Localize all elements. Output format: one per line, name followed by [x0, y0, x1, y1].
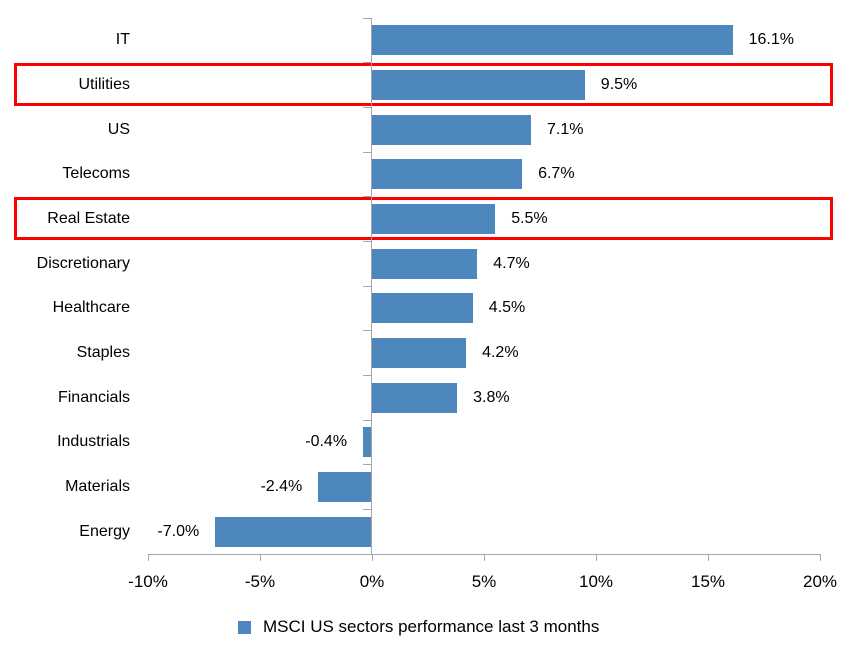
category-axis-tick — [363, 374, 371, 376]
category-axis-tick — [363, 151, 371, 153]
category-label-healthcare: Healthcare — [52, 299, 130, 317]
value-label-energy: -7.0% — [157, 522, 200, 540]
value-axis-tick — [260, 554, 261, 561]
category-label-us: US — [107, 120, 130, 138]
value-axis-tick — [484, 554, 485, 561]
category-axis-tick — [363, 240, 371, 242]
value-label-healthcare: 4.5% — [488, 299, 526, 317]
legend: MSCI US sectors performance last 3 month… — [238, 612, 599, 642]
bar-energy — [215, 516, 372, 547]
category-axis-tick — [363, 285, 371, 287]
bar-healthcare — [372, 293, 473, 324]
value-label-financials: 3.8% — [473, 388, 510, 406]
value-label-real-estate: 5.5% — [511, 210, 548, 227]
x-tick-label-20pct: 20% — [802, 572, 838, 591]
value-label-materials: -2.4% — [260, 478, 303, 495]
x-tick-label-15pct: 15% — [690, 572, 726, 591]
bar-materials — [318, 472, 372, 502]
category-label-financials: Financials — [57, 388, 130, 406]
category-label-industrials: Industrials — [57, 433, 130, 451]
value-label-utilities: 9.5% — [600, 76, 638, 93]
category-axis-tick — [363, 106, 371, 108]
value-axis-tick — [372, 554, 373, 561]
x-tick-label-0pct: 0% — [359, 572, 385, 591]
value-label-telecoms: 6.7% — [538, 165, 575, 183]
bar-discretionary — [372, 248, 478, 279]
category-axis-tick — [363, 464, 371, 466]
category-axis-tick — [363, 62, 371, 64]
category-axis-tick — [363, 508, 371, 510]
value-label-staples: 4.2% — [482, 344, 519, 361]
value-axis-tick — [148, 554, 149, 561]
category-label-discretionary: Discretionary — [36, 254, 130, 272]
bar-staples — [372, 338, 467, 368]
category-axis-line — [371, 18, 372, 554]
legend-label: MSCI US sectors performance last 3 month… — [263, 617, 600, 636]
category-label-materials: Materials — [65, 478, 130, 495]
bar-it — [372, 25, 733, 56]
category-axis-tick — [363, 196, 371, 198]
value-label-discretionary: 4.7% — [493, 254, 530, 272]
bar-financials — [372, 382, 458, 413]
bar-utilities — [372, 70, 585, 100]
category-label-energy: Energy — [79, 522, 130, 540]
bar-industrials — [363, 427, 372, 458]
category-label-staples: Staples — [76, 344, 130, 361]
value-axis-tick — [708, 554, 709, 561]
x-tick-label-10pct: 10% — [578, 572, 614, 591]
x-tick-label-neg5pct: -5% — [244, 572, 276, 591]
x-tick-label-5pct: 5% — [471, 572, 497, 591]
value-label-us: 7.1% — [547, 120, 584, 138]
bar-telecoms — [372, 159, 523, 190]
category-label-real-estate: Real Estate — [47, 210, 130, 227]
bar-us — [372, 114, 532, 145]
x-tick-label-neg10pct: -10% — [128, 572, 168, 591]
category-axis-tick — [363, 419, 371, 421]
highlight-box-real-estate — [14, 197, 833, 241]
category-axis-tick — [363, 330, 371, 332]
legend-marker-icon — [238, 620, 251, 634]
value-label-industrials: -0.4% — [305, 433, 348, 451]
category-label-telecoms: Telecoms — [62, 165, 130, 183]
category-label-it: IT — [115, 31, 130, 49]
category-axis-tick — [363, 17, 371, 19]
value-label-it: 16.1% — [748, 31, 794, 49]
category-label-utilities: Utilities — [78, 76, 130, 93]
value-axis-tick — [820, 554, 821, 561]
highlight-box-utilities — [14, 63, 833, 107]
bar-real-estate — [372, 204, 496, 234]
value-axis-tick — [596, 554, 597, 561]
